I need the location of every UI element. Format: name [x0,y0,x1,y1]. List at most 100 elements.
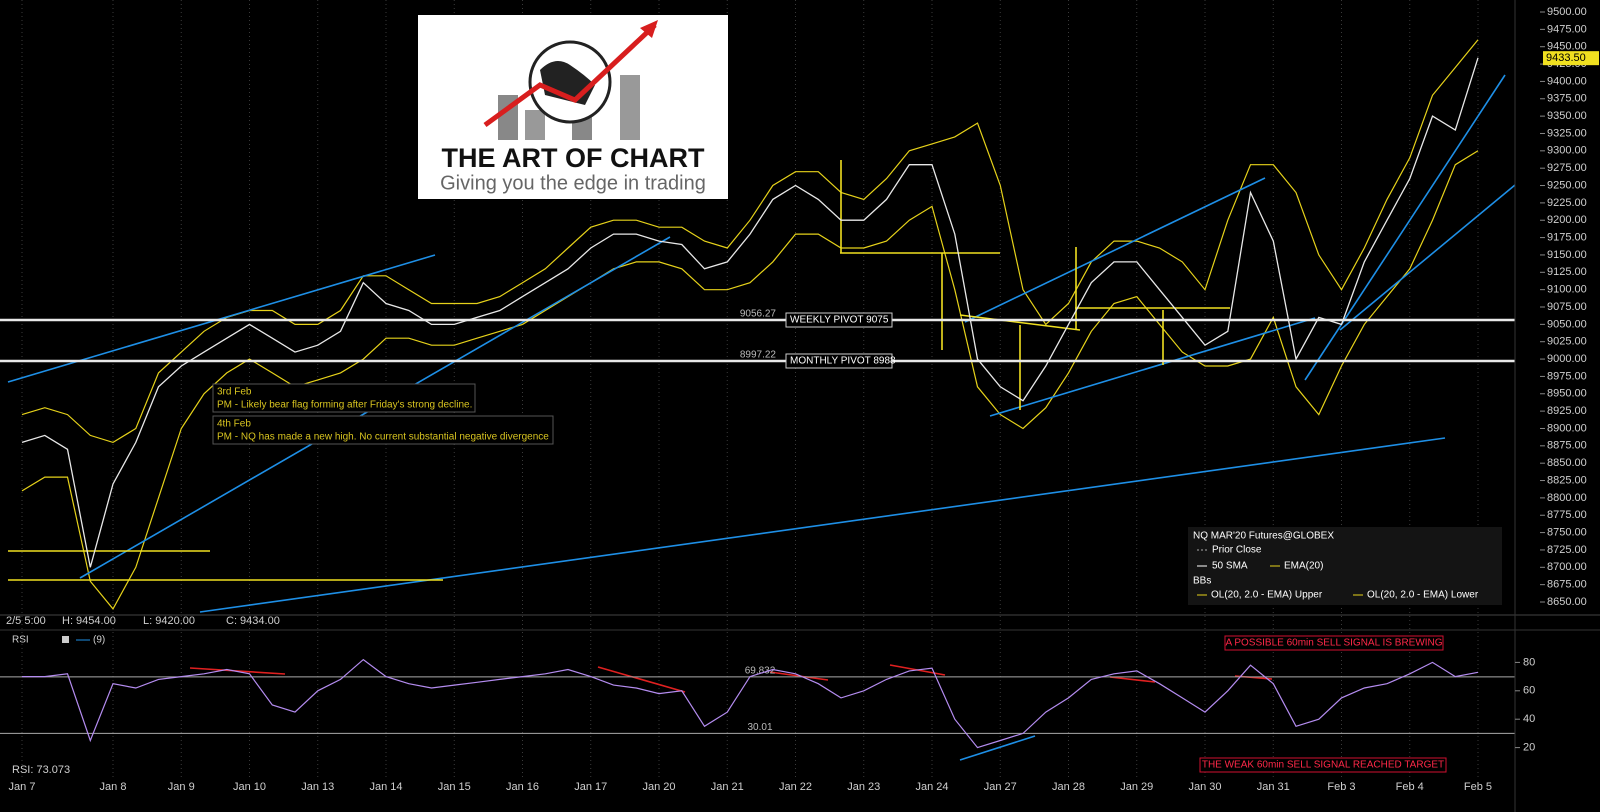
annotation-box [212,415,554,445]
rsi-tick-label: 60 [1523,685,1535,697]
y-tick-label: 8700.00 [1547,561,1587,573]
y-tick-label: 9225.00 [1547,197,1587,209]
rsi-note: A POSSIBLE 60min SELL SIGNAL IS BREWING [1225,638,1442,649]
annotation-text: PM - Likely bear flag forming after Frid… [217,400,472,411]
annotation-box [212,383,476,413]
y-tick-label: 8800.00 [1547,492,1587,504]
y-tick-label: 9450.00 [1547,41,1587,53]
legend-entry: 50 SMA [1212,561,1248,572]
logo-bar [620,75,640,140]
pivot-name: WEEKLY PIVOT 9075 [790,315,889,326]
pivot-label-box [785,353,893,369]
rsi-tick-label: 40 [1523,713,1535,725]
x-tick-label: Jan 9 [168,781,195,793]
y-tick-label: 9275.00 [1547,162,1587,174]
y-tick-label: 8650.00 [1547,596,1587,608]
rsi-trend-arrow [959,735,1036,761]
rsi-note: THE WEAK 60min SELL SIGNAL REACHED TARGE… [1202,760,1444,771]
legend-entry: Prior Close [1212,545,1262,556]
legend-entry: OL(20, 2.0 - EMA) Upper [1211,590,1323,601]
annotation-title: 4th Feb [217,419,251,430]
checkbox [62,636,69,643]
note-box [1224,635,1444,651]
y-tick-label: 9025.00 [1547,336,1587,348]
trend-line [989,317,1316,417]
x-tick-label: Jan 17 [574,781,607,793]
trend-line [964,177,1266,323]
bands [21,39,1479,610]
y-tick-label: 8900.00 [1547,422,1587,434]
x-tick-label: Jan 28 [1052,781,1085,793]
y-tick-label: 8675.00 [1547,579,1587,591]
y-tick-label: 9150.00 [1547,249,1587,261]
pivot-name: MONTHLY PIVOT 8988 [790,356,896,367]
annotation-title: 3rd Feb [217,387,252,398]
x-tick-label: Jan 24 [915,781,948,793]
price-line [21,57,1479,568]
x-tick-label: Jan 23 [847,781,880,793]
x-tick-label: Jan 21 [711,781,744,793]
trend-line [1304,74,1506,381]
rsi-period: (9) [93,635,105,646]
x-tick-label: Jan 7 [9,781,36,793]
band-line [21,150,1479,610]
last-price-box [1543,51,1599,66]
divergence-arrow [1109,676,1156,683]
y-tick-label: 9475.00 [1547,23,1587,35]
legend-entry: EMA(20) [1284,561,1323,572]
y-tick-label: 9175.00 [1547,232,1587,244]
note-box [1199,757,1447,773]
legend-box [1188,527,1502,605]
x-tick-label: Jan 15 [438,781,471,793]
x-tick-label: Jan 27 [984,781,1017,793]
trend-line [199,437,1446,613]
y-tick-label: 8825.00 [1547,474,1587,486]
y-tick-label: 8925.00 [1547,405,1587,417]
annotation-text: PM - NQ has made a new high. No current … [217,432,549,443]
legend-instrument: NQ MAR'20 Futures@GLOBEX [1193,531,1334,542]
y-tick-label: 9500.00 [1547,6,1587,18]
y-tick-label: 9000.00 [1547,353,1587,365]
y-tick-label: 9300.00 [1547,145,1587,157]
rsi-level-label: 30.01 [747,722,772,733]
bar-info: 2/5 5:00 H: 9454.00 L: 9420.00 C: 9434.0… [6,615,280,627]
x-tick-label: Feb 4 [1396,781,1424,793]
x-tick-label: Jan 30 [1188,781,1221,793]
x-tick-label: Jan 13 [301,781,334,793]
y-tick-label: 8725.00 [1547,544,1587,556]
x-tick-label: Jan 31 [1257,781,1290,793]
y-tick-label: 9375.00 [1547,93,1587,105]
bar-close: C: 9434.00 [226,615,280,627]
rsi-line [22,658,1479,749]
y-tick-label: 9075.00 [1547,301,1587,313]
rsi-header: RSI (9) RSI: 73.073 A POSSIBLE 60min SEL… [12,635,1447,776]
rsi-tick-label: 20 [1523,742,1535,754]
y-tick-label: 9325.00 [1547,127,1587,139]
annotations: 3rd Feb PM - Likely bear flag forming af… [212,383,554,445]
band-line [21,39,1479,444]
legend-entry: OL(20, 2.0 - EMA) Lower [1367,590,1479,601]
y-tick-label: 8775.00 [1547,509,1587,521]
y-tick-label: 9200.00 [1547,214,1587,226]
bar-low: L: 9420.00 [143,615,195,627]
y-tick-label: 8875.00 [1547,440,1587,452]
logo-arrow [483,23,657,128]
x-tick-label: Jan 29 [1120,781,1153,793]
y-tick-label: 9050.00 [1547,318,1587,330]
x-tick-label: Jan 8 [100,781,127,793]
y-tick-label: 9100.00 [1547,284,1587,296]
y-tick-label: 9400.00 [1547,75,1587,87]
rsi-readout: RSI: 73.073 [12,764,70,776]
plot: 9056.27 WEEKLY PIVOT 9075 8997.22 MONTHLY P… [0,57,1515,749]
divergence-arrow [769,671,829,681]
x-tick-label: Jan 14 [369,781,402,793]
last-price-label: 9433.50 [1546,52,1586,64]
logo-tagline: Giving you the edge in trading [440,172,706,194]
rsi-tick-label: 80 [1523,656,1535,668]
flag-line [959,314,1081,331]
rsi-label: RSI [12,635,29,646]
bar-time: 2/5 5:00 [6,615,46,627]
y-tick-label: 8750.00 [1547,526,1587,538]
divergence-arrow [597,666,686,693]
